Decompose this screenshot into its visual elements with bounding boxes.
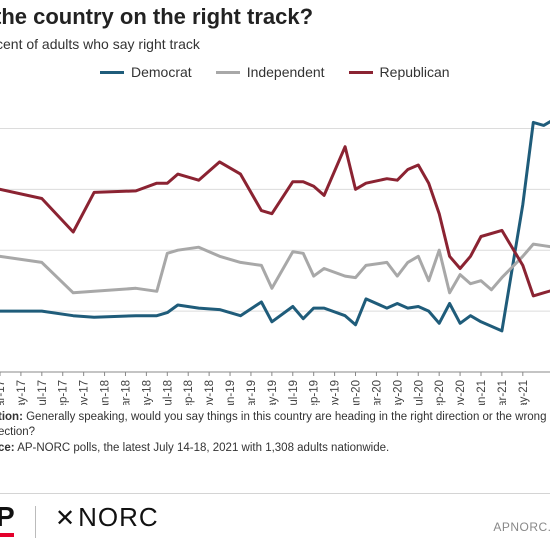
x-tick-label: Mar-20 bbox=[371, 380, 383, 405]
chart-title: the country on the right track? bbox=[0, 4, 314, 29]
x-tick-label: May-18 bbox=[141, 380, 153, 405]
ap-logo-accent bbox=[0, 533, 14, 537]
question-text-continued: ection? bbox=[0, 426, 36, 438]
x-tick-label: Nov-17 bbox=[79, 380, 91, 405]
x-tick-label: Mar-17 bbox=[0, 380, 7, 405]
x-tick-label: Nov-19 bbox=[330, 380, 342, 405]
logo-divider bbox=[35, 506, 36, 538]
x-tick-label: May-17 bbox=[16, 380, 28, 405]
x-tick-label: Jan-18 bbox=[100, 380, 112, 405]
source-text: AP-NORC polls, the latest July 14-18, 20… bbox=[17, 442, 390, 454]
x-tick-label: Jul-19 bbox=[288, 380, 300, 405]
legend-swatch-democrat bbox=[100, 70, 124, 74]
legend-swatch-republican bbox=[348, 70, 373, 74]
x-tick-label: Jan-20 bbox=[351, 380, 363, 405]
footer-divider bbox=[0, 493, 550, 494]
x-tick-label: Sep-18 bbox=[183, 380, 195, 405]
x-tick-label: Mar-21 bbox=[497, 380, 509, 405]
question-note: tion: Generally speaking, would you say … bbox=[0, 410, 550, 440]
legend-item-democrat: Democrat bbox=[100, 64, 192, 80]
question-label: tion: bbox=[0, 411, 23, 423]
x-tick-label: Sep-20 bbox=[434, 380, 446, 405]
legend-label-democrat: Democrat bbox=[131, 64, 192, 80]
x-tick-label: Mar-19 bbox=[246, 380, 258, 405]
chart-subtitle: cent of adults who say right track bbox=[0, 36, 200, 52]
site-url: APNORC.c bbox=[493, 520, 550, 534]
source-note: ce: AP-NORC polls, the latest July 14-18… bbox=[0, 441, 550, 456]
x-tick-label: Sep-19 bbox=[309, 380, 321, 405]
norc-logo-text: NORC bbox=[78, 502, 159, 532]
line-chart: Mar-17 May-17 Jul-17 Sep-17 Nov-17 Jan-18 Mar-… bbox=[0, 120, 550, 405]
x-tick-label: Jan-19 bbox=[225, 380, 237, 405]
legend-label-republican: Republican bbox=[379, 64, 450, 80]
x-tick-label: Nov-20 bbox=[455, 380, 467, 405]
series-line-democrat bbox=[0, 120, 550, 333]
series-line-republican bbox=[0, 145, 550, 298]
legend-label-independent: Independent bbox=[246, 64, 325, 80]
x-tick-label: Jul-18 bbox=[162, 380, 174, 405]
x-tick-label: Sep-17 bbox=[58, 380, 70, 405]
question-text: Generally speaking, would you say things… bbox=[26, 411, 547, 423]
x-tick-label: Jul-20 bbox=[413, 380, 425, 405]
legend-item-republican: Republican bbox=[348, 64, 450, 80]
norc-logo: ✕NORC bbox=[55, 502, 159, 534]
source-label: ce: bbox=[0, 442, 15, 454]
x-tick-label: Nov-18 bbox=[204, 380, 216, 405]
legend-swatch-independent bbox=[215, 70, 240, 74]
legend-item-independent: Independent bbox=[215, 64, 325, 80]
x-tick-label: May-21 bbox=[518, 380, 530, 405]
x-tick-label: May-20 bbox=[392, 380, 404, 405]
norc-star-icon: ✕ bbox=[55, 505, 77, 532]
chart-legend: Democrat Independent Republican bbox=[100, 64, 450, 80]
x-tick-label: Jul-17 bbox=[37, 380, 49, 405]
series-line-independent bbox=[0, 242, 550, 295]
x-tick-label: Jan-21 bbox=[476, 380, 488, 405]
x-tick-label: Mar-18 bbox=[120, 380, 132, 405]
x-tick-label: May-19 bbox=[267, 380, 279, 405]
ap-logo: P bbox=[0, 501, 15, 532]
